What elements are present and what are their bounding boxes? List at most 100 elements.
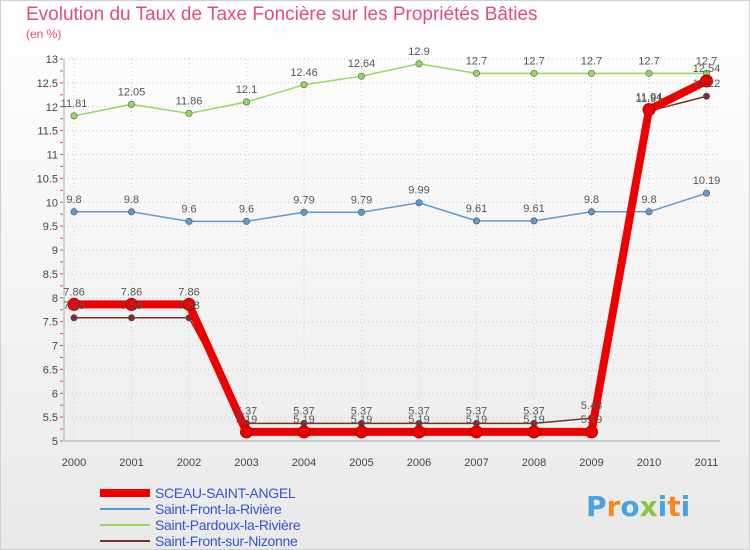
data-label-3: 7.58 (63, 300, 84, 312)
series-point-2 (243, 98, 251, 106)
series-line-1 (74, 192, 707, 223)
series-point-1 (243, 217, 251, 225)
series-point-0 (642, 103, 656, 117)
legend-swatch (100, 508, 150, 510)
series-point-1 (415, 199, 423, 207)
series-point-1 (530, 217, 538, 225)
data-label-1: 9.6 (181, 203, 196, 215)
series-point-2 (415, 60, 423, 68)
legend-label: Saint-Front-sur-Nizonne (155, 533, 298, 549)
data-label-2: 12.7 (696, 55, 717, 67)
data-label-2: 11.81 (61, 98, 88, 110)
series-point-2 (357, 72, 365, 80)
data-label-2: 12.1 (236, 84, 257, 96)
series-line-0 (74, 77, 709, 436)
series-point-2 (472, 69, 480, 77)
y-tick-label: 9 (52, 245, 58, 257)
series-point-0 (240, 425, 253, 439)
data-label-1: 9.79 (293, 194, 314, 206)
data-label-1: 9.61 (523, 203, 544, 215)
series-point-0 (585, 425, 598, 439)
data-label-2: 12.05 (118, 86, 146, 98)
y-tick-label: 7 (52, 341, 58, 353)
series-line-3 (74, 95, 707, 425)
data-label-2: 12.64 (348, 58, 376, 70)
data-label-0: 5.19 (408, 414, 429, 426)
y-tick-label: 6.5 (43, 364, 58, 376)
x-tick-label: 2004 (292, 457, 316, 469)
series-point-0 (527, 425, 541, 439)
series-point-0 (412, 425, 426, 439)
y-tick-label: 5 (52, 436, 58, 448)
data-label-1: 9.61 (466, 203, 487, 215)
x-tick-label: 2008 (522, 457, 546, 469)
logo-letter: i (657, 490, 668, 523)
legend-label: Saint-Pardoux-la-Rivière (155, 517, 301, 533)
data-label-0: 5.19 (523, 414, 544, 426)
series-point-0 (125, 297, 138, 311)
data-label-0: 5.19 (351, 414, 372, 426)
proxiti-logo: Proxiti (586, 490, 690, 523)
data-label-0: 12.54 (693, 63, 721, 75)
data-label-0: 5.19 (466, 414, 487, 426)
logo-letter: r (606, 490, 621, 523)
x-tick-label: 2005 (349, 457, 373, 469)
series-point-2 (300, 81, 308, 89)
data-label-3: 7.58 (121, 300, 142, 312)
legend-swatch (100, 540, 150, 542)
legend-label: Saint-Front-la-Rivière (155, 501, 282, 517)
data-label-3: 5.37 (523, 405, 544, 417)
series-point-2 (128, 100, 136, 108)
data-label-3: 5.37 (236, 405, 257, 417)
data-label-3: 5.37 (351, 405, 372, 417)
x-tick-label: 2010 (637, 457, 661, 469)
data-label-1: 9.8 (641, 194, 656, 206)
data-label-2: 11.86 (176, 95, 203, 107)
y-tick-label: 10.5 (37, 173, 58, 185)
x-tick-label: 2007 (464, 457, 488, 469)
legend-swatch (100, 489, 150, 497)
data-label-0: 5.19 (581, 414, 602, 426)
y-tick-label: 13 (46, 54, 58, 66)
series-point-2 (645, 69, 653, 77)
series-point-2 (530, 69, 538, 77)
x-tick-label: 2001 (119, 457, 143, 469)
data-label-0: 11.94 (636, 92, 663, 104)
logo-letter: i (680, 490, 691, 523)
logo-letter: t (667, 490, 681, 523)
legend-label: SCEAU-SAINT-ANGEL (155, 485, 296, 501)
legend-swatch (100, 524, 150, 526)
x-tick-label: 2011 (695, 457, 719, 469)
x-tick-label: 2006 (407, 457, 431, 469)
series-point-1 (70, 208, 78, 216)
data-label-2: 12.9 (408, 46, 429, 58)
series-point-1 (645, 208, 653, 216)
series-point-3 (702, 92, 710, 100)
data-label-1: 9.8 (584, 194, 599, 206)
data-label-1: 9.79 (351, 194, 372, 206)
y-tick-label: 12.5 (37, 78, 58, 90)
data-label-3: 5.37 (408, 405, 429, 417)
series-point-0 (297, 425, 311, 439)
x-tick-label: 2002 (177, 457, 201, 469)
data-label-1: 9.8 (124, 194, 139, 206)
y-tick-label: 8.5 (43, 269, 58, 281)
series-point-0 (700, 74, 713, 88)
logo-letter: o (620, 490, 640, 523)
series-point-1 (472, 217, 480, 225)
series-point-0 (470, 425, 483, 439)
y-tick-label: 6 (52, 388, 58, 400)
series-point-2 (587, 69, 595, 77)
data-label-2: 12.46 (290, 67, 318, 79)
data-label-1: 9.8 (66, 194, 81, 206)
series-point-1 (357, 208, 365, 216)
series-point-3 (70, 314, 78, 322)
data-label-2: 12.7 (581, 55, 602, 67)
series-point-1 (185, 217, 193, 225)
x-tick-label: 2003 (234, 457, 258, 469)
data-label-3: 5.48 (581, 400, 602, 412)
y-tick-label: 9.5 (43, 221, 58, 233)
y-tick-label: 11 (47, 150, 58, 162)
y-tick-label: 8 (52, 293, 58, 305)
